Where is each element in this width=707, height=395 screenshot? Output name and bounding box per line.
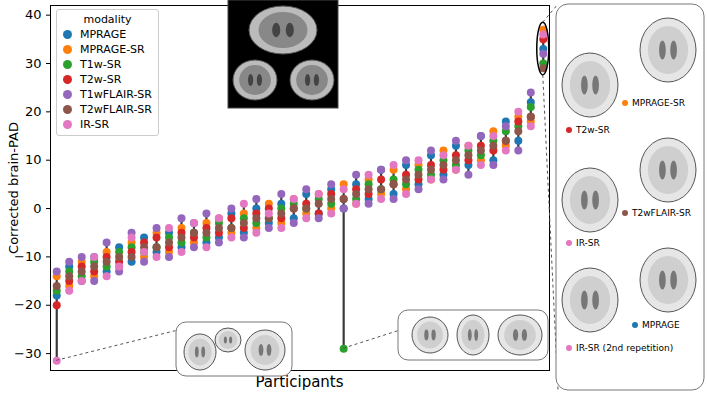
html-text:T2w-SR: T2w-SR [576,125,610,135]
html-text:T1w-SR: T1w-SR [80,58,122,71]
svg-text:−30: −30 [14,346,41,361]
html-text:Participants: Participants [255,373,344,391]
svg-text:Corrected brain-PAD: Corrected brain-PAD [6,122,21,254]
html-text:T2w-SR: T2w-SR [80,73,122,86]
html-text:T2wFLAIR-SR: T2wFLAIR-SR [80,103,152,116]
html-text:IR-SR: IR-SR [576,238,600,248]
html-text:IR-SR: IR-SR [80,118,109,131]
html-text:T1wFLAIR-SR: T1wFLAIR-SR [80,88,152,101]
svg-text:10: 10 [25,152,42,167]
html-text:IR-SR (2nd repetition): IR-SR (2nd repetition) [576,343,674,353]
svg-text:40: 40 [25,7,42,22]
html-text:MPRAGE: MPRAGE [80,28,127,41]
svg-text:−10: −10 [14,249,42,265]
html-text:modality: modality [83,13,132,26]
svg-text:20: 20 [25,104,42,119]
svg-text:0: 0 [33,201,41,216]
html-text:MPRAGE-SR: MPRAGE-SR [80,43,145,56]
html-text:MPRAGE-SR: MPRAGE-SR [632,98,685,108]
html-text:T2wFLAIR-SR: T2wFLAIR-SR [632,208,691,218]
svg-text:30: 30 [25,56,42,71]
svg-text:−20: −20 [14,297,41,312]
html-text:MPRAGE: MPRAGE [642,320,680,330]
